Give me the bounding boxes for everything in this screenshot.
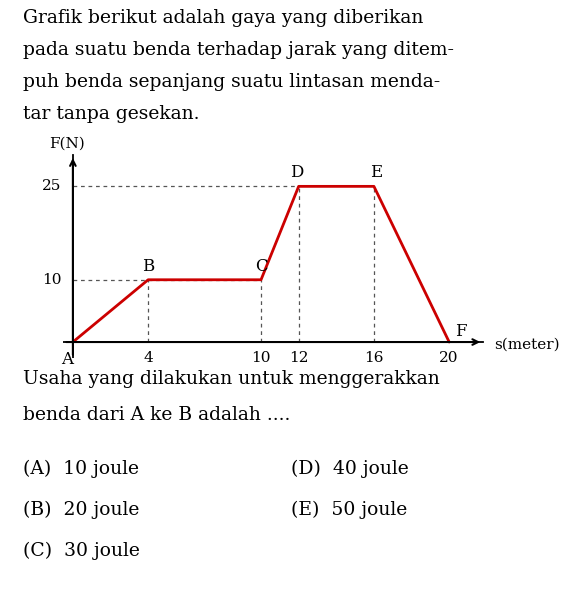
Text: F(N): F(N) bbox=[50, 136, 85, 150]
Text: (A)  10 joule: (A) 10 joule bbox=[23, 460, 139, 479]
Text: 10: 10 bbox=[251, 352, 271, 365]
Text: (D)  40 joule: (D) 40 joule bbox=[291, 460, 409, 479]
Text: pada suatu benda terhadap jarak yang ditem-: pada suatu benda terhadap jarak yang dit… bbox=[23, 41, 454, 59]
Text: 12: 12 bbox=[289, 352, 309, 365]
Text: 16: 16 bbox=[364, 352, 384, 365]
Text: 20: 20 bbox=[440, 352, 459, 365]
Text: tar tanpa gesekan.: tar tanpa gesekan. bbox=[23, 105, 200, 123]
Text: benda dari A ke B adalah ....: benda dari A ke B adalah .... bbox=[23, 406, 290, 424]
Text: B: B bbox=[142, 258, 154, 275]
Text: Grafik berikut adalah gaya yang diberikan: Grafik berikut adalah gaya yang diberika… bbox=[23, 8, 424, 27]
Text: 25: 25 bbox=[42, 179, 62, 193]
Text: C: C bbox=[254, 258, 267, 275]
Text: s(meter): s(meter) bbox=[494, 338, 560, 352]
Text: A: A bbox=[61, 352, 73, 368]
Text: (E)  50 joule: (E) 50 joule bbox=[291, 501, 407, 519]
Text: 10: 10 bbox=[42, 273, 62, 287]
Text: (B)  20 joule: (B) 20 joule bbox=[23, 501, 140, 519]
Text: 4: 4 bbox=[143, 352, 153, 365]
Text: Usaha yang dilakukan untuk menggerakkan: Usaha yang dilakukan untuk menggerakkan bbox=[23, 370, 440, 387]
Text: F: F bbox=[455, 323, 466, 340]
Text: (C)  30 joule: (C) 30 joule bbox=[23, 542, 140, 560]
Text: puh benda sepanjang suatu lintasan menda-: puh benda sepanjang suatu lintasan menda… bbox=[23, 73, 440, 91]
Text: D: D bbox=[290, 164, 304, 181]
Text: E: E bbox=[370, 164, 382, 181]
